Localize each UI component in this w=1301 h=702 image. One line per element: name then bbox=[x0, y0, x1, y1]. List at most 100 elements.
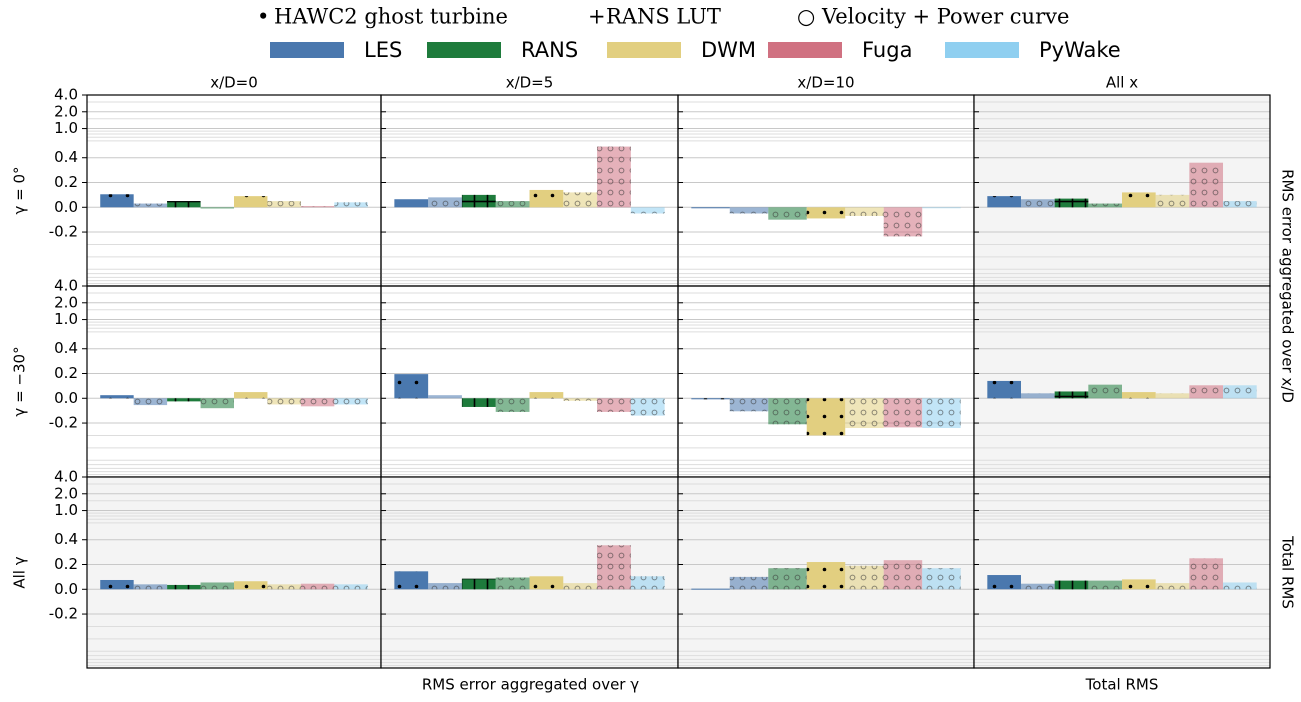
bar-hatch bbox=[394, 571, 429, 590]
bar-hatch bbox=[1189, 162, 1224, 208]
bar-hatch bbox=[1122, 192, 1156, 208]
bar-hatch bbox=[200, 582, 234, 590]
panel bbox=[380, 94, 679, 287]
bar-hatch bbox=[1155, 583, 1190, 590]
bar-hatch bbox=[200, 398, 234, 409]
bar-hatch bbox=[630, 576, 665, 590]
bar-hatch bbox=[133, 203, 168, 208]
bar-hatch bbox=[100, 194, 134, 208]
bar-hatch bbox=[300, 398, 335, 407]
y-tick-label: 0.2 bbox=[54, 173, 78, 191]
bar-hatch bbox=[1122, 579, 1156, 590]
bar-hatch bbox=[1088, 580, 1122, 590]
bar-hatch bbox=[461, 578, 496, 590]
bar-hatch bbox=[1223, 201, 1257, 208]
legend-symbol: + bbox=[588, 5, 606, 29]
y-tick-label: 0.0 bbox=[54, 389, 78, 407]
panel bbox=[82, 476, 382, 669]
panel-frame bbox=[973, 476, 1271, 669]
bar-hatch bbox=[768, 207, 807, 220]
bar-hatch bbox=[691, 398, 730, 400]
legend-swatch bbox=[945, 42, 1019, 58]
bar-hatch bbox=[300, 206, 335, 208]
legend-method: Velocity + Power curve bbox=[821, 5, 1069, 29]
y-tick-label: 2.0 bbox=[54, 293, 78, 311]
y-tick-label: 1.0 bbox=[54, 119, 78, 137]
y-tick-label: 0.0 bbox=[54, 198, 78, 216]
bar-hatch bbox=[1054, 198, 1089, 208]
bar-hatch bbox=[1155, 393, 1190, 399]
panel-frame bbox=[677, 94, 975, 287]
y-tick-label: 4.0 bbox=[54, 277, 78, 295]
bar-hatch bbox=[428, 395, 462, 399]
bar-hatch bbox=[167, 201, 201, 208]
bar-hatch bbox=[167, 398, 201, 402]
bar-hatch bbox=[883, 560, 923, 590]
y-tick-label: 4.0 bbox=[54, 468, 78, 486]
bar-hatch bbox=[234, 392, 268, 399]
bar-hatch bbox=[729, 398, 769, 412]
bar-hatch bbox=[630, 398, 665, 416]
legend-label: DWM bbox=[701, 38, 756, 62]
bar-hatch bbox=[234, 196, 268, 208]
y-tick-label: 0.4 bbox=[54, 148, 78, 166]
bar-hatch bbox=[267, 584, 301, 590]
panel bbox=[973, 476, 1271, 669]
bar-hatch bbox=[845, 207, 884, 216]
bar-hatch bbox=[167, 584, 201, 590]
bar-hatch bbox=[563, 398, 598, 401]
bar-hatch bbox=[691, 207, 730, 209]
bar-hatch bbox=[1088, 203, 1122, 208]
panel bbox=[82, 94, 382, 287]
bar-hatch bbox=[806, 562, 846, 590]
y-tick-label: 2.0 bbox=[54, 102, 78, 120]
panel-background bbox=[974, 477, 1270, 668]
panel bbox=[677, 94, 975, 287]
bar-hatch bbox=[461, 194, 496, 208]
legend-symbol: • bbox=[257, 5, 269, 29]
bar-hatch bbox=[334, 584, 368, 590]
panel-background bbox=[974, 95, 1270, 286]
bar-hatch bbox=[1223, 582, 1257, 590]
bar-hatch bbox=[1189, 558, 1224, 590]
bar-hatch bbox=[987, 196, 1021, 208]
bar-hatch bbox=[922, 568, 961, 590]
bar-hatch bbox=[845, 398, 884, 429]
bar-hatch bbox=[563, 583, 598, 590]
panel-background bbox=[974, 286, 1270, 477]
bar-hatch bbox=[495, 201, 530, 208]
y-tick-label: -0.2 bbox=[49, 223, 78, 241]
legend-method: HAWC2 ghost turbine bbox=[274, 5, 508, 29]
bar-hatch bbox=[529, 392, 564, 399]
bar-hatch bbox=[234, 581, 268, 590]
bar-hatch bbox=[334, 202, 368, 208]
legend-label: RANS bbox=[521, 38, 578, 62]
bar-hatch bbox=[1223, 385, 1257, 399]
bar-hatch bbox=[133, 398, 168, 406]
bar-hatch bbox=[729, 207, 769, 214]
bottom-label: RMS error aggregated over γ bbox=[422, 676, 639, 694]
bar-hatch bbox=[529, 189, 564, 208]
row-label: γ = −30° bbox=[11, 346, 29, 416]
bar-hatch bbox=[1020, 583, 1055, 590]
y-tick-label: 1.0 bbox=[54, 310, 78, 328]
bar-hatch bbox=[729, 576, 769, 590]
bar-hatch bbox=[200, 207, 234, 209]
row-label: γ = 0° bbox=[11, 166, 29, 214]
legend-method: RANS LUT bbox=[606, 5, 721, 29]
bar-hatch bbox=[922, 207, 961, 209]
y-tick-label: 4.0 bbox=[54, 86, 78, 104]
panel bbox=[380, 476, 679, 669]
bar-hatch bbox=[768, 398, 807, 425]
panel-frame bbox=[86, 94, 382, 287]
column-title: All x bbox=[1106, 74, 1138, 92]
bottom-label: Total RMS bbox=[1085, 676, 1159, 694]
bar-hatch bbox=[630, 207, 665, 214]
bar-hatch bbox=[1020, 393, 1055, 399]
bar-hatch bbox=[1020, 199, 1055, 208]
y-tick-label: 0.4 bbox=[54, 339, 78, 357]
bar-hatch bbox=[1054, 580, 1089, 590]
bar-hatch bbox=[267, 398, 301, 405]
bar-hatch bbox=[922, 398, 961, 429]
panel bbox=[973, 285, 1271, 478]
